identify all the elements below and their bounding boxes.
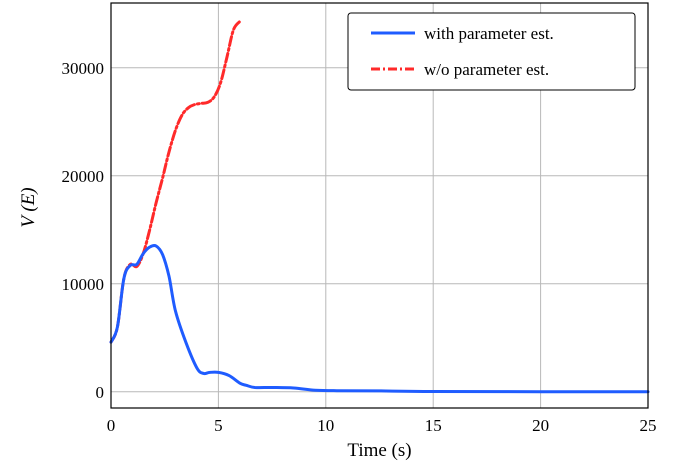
x-axis-title: Time (s) xyxy=(347,440,411,461)
y-tick-label: 10000 xyxy=(62,275,105,294)
y-tick-label: 20000 xyxy=(62,167,105,186)
legend-box xyxy=(347,12,636,91)
y-axis-title: V (E) xyxy=(18,187,39,227)
series-layer xyxy=(109,19,650,394)
legend-label-without-estimation: w/o parameter est. xyxy=(424,60,549,79)
x-tick-label: 25 xyxy=(640,416,657,435)
x-tick-label: 0 xyxy=(107,416,116,435)
series-without-estimation-line xyxy=(109,19,242,344)
legend: with parameter est. w/o parameter est. xyxy=(347,12,636,91)
x-tick-label: 15 xyxy=(425,416,442,435)
x-tick-label: 10 xyxy=(317,416,334,435)
y-tick-label: 0 xyxy=(96,383,105,402)
series-with-estimation-line xyxy=(109,243,650,394)
x-tick-label: 5 xyxy=(214,416,223,435)
legend-label-with-estimation: with parameter est. xyxy=(424,24,554,43)
x-tick-label: 20 xyxy=(532,416,549,435)
tick-labels: 0 5 10 15 20 25 0 10000 20000 30000 xyxy=(62,59,657,435)
y-tick-label: 30000 xyxy=(62,59,105,78)
plot-frame xyxy=(110,2,649,409)
